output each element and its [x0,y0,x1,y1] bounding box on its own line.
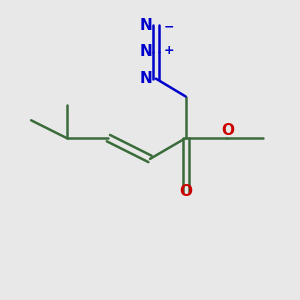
Text: N: N [139,71,152,86]
Text: N: N [139,44,152,59]
Text: +: + [164,44,175,57]
Text: −: − [164,20,175,33]
Text: O: O [179,184,192,199]
Text: O: O [221,123,234,138]
Text: N: N [139,18,152,33]
